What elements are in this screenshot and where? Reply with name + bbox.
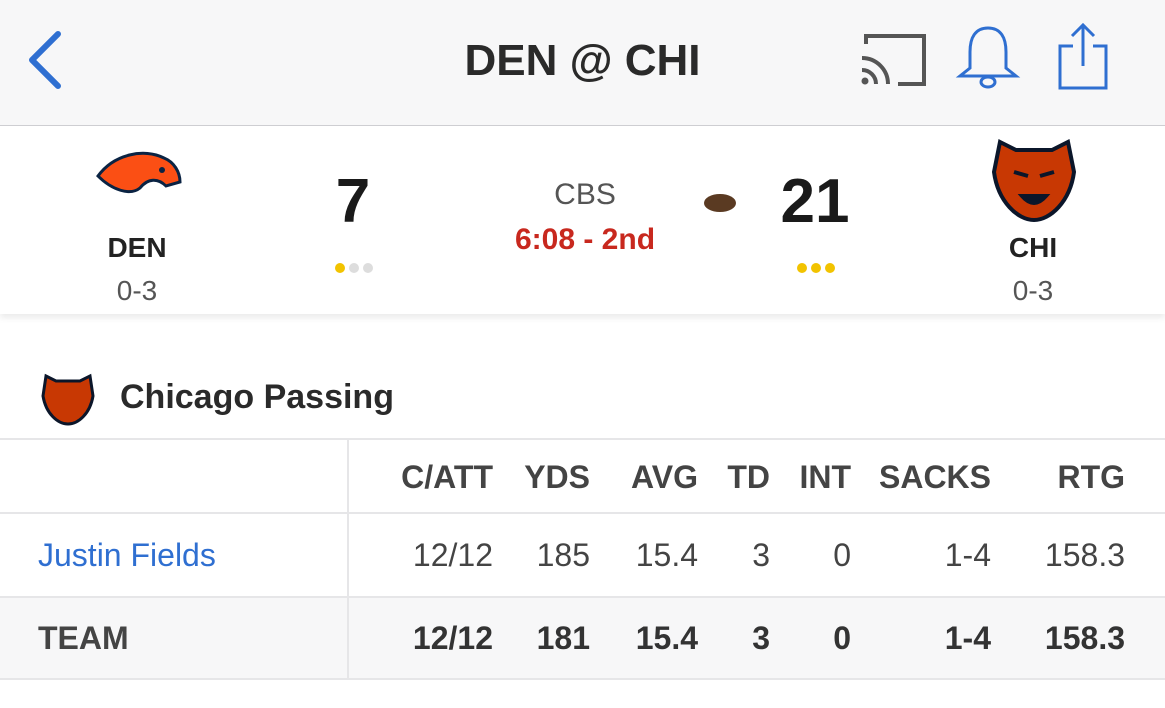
stat-cell: 15.4: [635, 620, 698, 656]
table-header: [0, 440, 1165, 514]
column-divider: [347, 440, 349, 680]
den-logo: [96, 151, 182, 193]
stat-cell: 1-4: [944, 620, 991, 656]
stat-cell: 12/12: [412, 620, 493, 656]
game-clock: 6:08 - 2nd: [514, 223, 656, 256]
column-header[interactable]: TD: [727, 459, 770, 495]
team-abbr: DEN: [107, 232, 167, 263]
column-header[interactable]: RTG: [1057, 459, 1125, 495]
scoreboard: DEN 0-3 7 CBS 6:08 - 2nd 21 CHI 0-3: [0, 126, 1165, 314]
chi-logo: [991, 139, 1077, 223]
chi-logo: [41, 373, 95, 426]
divider: [0, 438, 1165, 440]
stat-cell: 158.3: [1044, 537, 1125, 573]
column-header[interactable]: AVG: [631, 459, 698, 495]
stat-cell: 15.4: [635, 537, 698, 573]
stat-cell: 1-4: [944, 537, 991, 573]
alert-button[interactable]: [955, 24, 1021, 92]
table-row[interactable]: [0, 514, 1165, 598]
stat-cell: 0: [833, 620, 851, 656]
broadcast: CBS: [554, 178, 616, 211]
column-header[interactable]: YDS: [524, 459, 590, 495]
stat-cell: 3: [752, 620, 770, 656]
page-title: DEN @ CHI: [464, 36, 701, 85]
back-button[interactable]: [24, 30, 68, 90]
team-score: 21: [780, 167, 850, 236]
stat-cell: 3: [752, 537, 770, 573]
stat-cell: 12/12: [412, 537, 493, 573]
team-record: 0-3: [1012, 275, 1054, 306]
cast-button[interactable]: [858, 30, 930, 90]
team-score: 7: [335, 167, 371, 236]
team-abbr: CHI: [1008, 232, 1058, 263]
team-record: 0-3: [116, 275, 158, 306]
column-header[interactable]: INT: [799, 459, 851, 495]
stat-cell: 0: [833, 537, 851, 573]
timeouts: [333, 260, 375, 278]
stat-cell: 181: [536, 620, 590, 656]
column-header[interactable]: C/ATT: [401, 459, 493, 495]
possession-icon: [704, 194, 736, 212]
section-title: Chicago Passing: [120, 378, 394, 416]
share-button[interactable]: [1055, 22, 1111, 92]
table-row: [0, 598, 1165, 680]
timeouts: [795, 260, 837, 278]
column-header[interactable]: SACKS: [878, 459, 991, 495]
team-label: TEAM: [38, 620, 129, 656]
player-name[interactable]: Justin Fields: [38, 537, 216, 573]
stat-cell: 185: [536, 537, 590, 573]
stat-cell: 158.3: [1044, 620, 1125, 656]
nav-bar: DEN @ CHI: [0, 0, 1165, 126]
